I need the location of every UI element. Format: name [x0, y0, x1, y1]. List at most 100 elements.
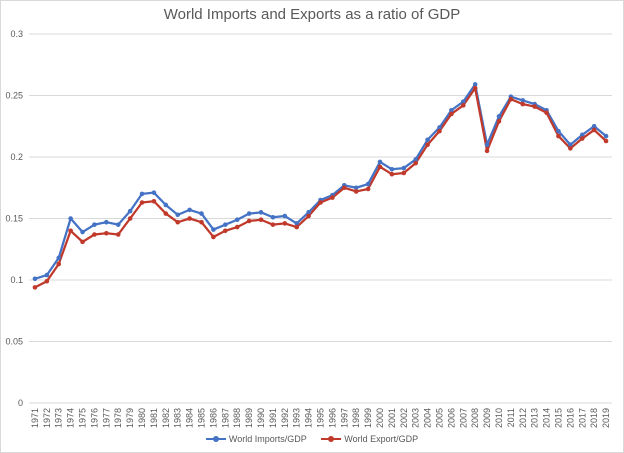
exports-point: [365, 186, 371, 192]
series-lines: [34, 83, 607, 289]
exports-line: [34, 86, 607, 289]
exports-point: [175, 219, 181, 225]
imports-point: [579, 132, 585, 138]
exports-point: [234, 224, 240, 230]
exports-point: [484, 148, 490, 154]
exports-point: [532, 104, 537, 109]
x-tick-label: 1984: [185, 408, 195, 428]
imports-point: [32, 276, 38, 282]
x-tick-label: 2015: [553, 408, 563, 428]
exports-point: [496, 119, 502, 124]
x-tick-label: 1980: [137, 408, 147, 428]
imports-point: [104, 219, 109, 225]
legend-label-exports: World Export/GDP: [344, 434, 419, 444]
exports-point: [139, 200, 145, 205]
legend-item-imports: World Imports/GDP: [205, 434, 307, 444]
x-tick-label: 1995: [316, 408, 326, 428]
x-tick-label: 1990: [256, 408, 266, 428]
exports-point: [270, 222, 276, 227]
imports-point: [603, 133, 609, 139]
x-tick-label: 2003: [411, 408, 421, 428]
imports-point: [437, 125, 442, 130]
imports-point: [425, 137, 430, 143]
x-tick-label: 2002: [399, 408, 409, 428]
x-tick-label: 2000: [375, 408, 385, 428]
x-tick-label: 2013: [530, 408, 540, 428]
x-tick-label: 2016: [565, 408, 575, 428]
x-tick-label: 1979: [125, 408, 135, 428]
x-tick-label: 2006: [446, 408, 456, 428]
exports-point: [568, 146, 573, 151]
imports-point: [556, 128, 561, 134]
x-tick-label: 2018: [589, 408, 599, 428]
imports-point: [413, 157, 418, 162]
x-tick-label: 1974: [66, 408, 76, 428]
exports-point: [377, 164, 383, 170]
x-tick-label: 1986: [208, 408, 218, 428]
y-tick-label: 0.1: [10, 275, 23, 285]
x-tick-label: 2004: [423, 408, 433, 428]
imports-point: [80, 229, 85, 235]
exports-point: [330, 195, 335, 200]
x-tick-label: 1996: [327, 408, 337, 428]
exports-point: [258, 217, 264, 223]
imports-point: [44, 272, 50, 278]
exports-point: [32, 285, 38, 290]
y-tick-label: 0.25: [5, 91, 23, 101]
x-tick-label: 1989: [244, 408, 254, 428]
x-tick-label: 2001: [387, 408, 397, 428]
imports-point: [496, 114, 502, 119]
x-tick-label: 1987: [220, 408, 230, 428]
imports-point: [258, 210, 264, 215]
imports-point: [472, 82, 478, 87]
imports-point: [484, 142, 490, 147]
imports-point: [211, 227, 216, 232]
imports-point: [199, 211, 204, 216]
exports-point: [223, 228, 228, 234]
imports-point: [246, 211, 252, 216]
x-tick-label: 1981: [149, 408, 159, 428]
imports-point: [270, 214, 276, 220]
exports-point: [163, 211, 169, 216]
exports-point: [401, 170, 407, 176]
exports-point: [44, 278, 50, 284]
exports-point: [80, 239, 85, 245]
y-axis-ticks: 0 0.05 0.1 0.15 0.2 0.25 0.3: [5, 29, 23, 408]
imports-point: [223, 222, 228, 227]
exports-point: [449, 111, 454, 117]
x-tick-label: 1991: [268, 408, 278, 428]
exports-point: [199, 219, 204, 225]
x-tick-label: 2005: [434, 408, 444, 428]
x-tick-label: 2008: [470, 408, 480, 428]
imports-point: [365, 181, 371, 187]
imports-point: [568, 142, 573, 147]
imports-point: [163, 202, 169, 208]
exports-point: [127, 216, 133, 221]
x-tick-label: 2009: [482, 408, 492, 428]
legend: World Imports/GDP World Export/GDP: [0, 432, 624, 444]
exports-point: [508, 96, 514, 102]
exports-point: [282, 221, 288, 226]
imports-point: [306, 210, 311, 215]
exports-point: [389, 171, 395, 177]
legend-label-imports: World Imports/GDP: [228, 434, 307, 444]
y-tick-label: 0.3: [10, 29, 23, 39]
x-tick-label: 2010: [494, 408, 504, 428]
legend-swatch-imports: [205, 436, 226, 442]
imports-point: [389, 167, 395, 172]
exports-point: [544, 110, 549, 116]
x-tick-label: 2012: [518, 408, 528, 428]
exports-point: [460, 103, 466, 108]
exports-point: [187, 216, 192, 221]
imports-point: [401, 165, 407, 171]
exports-point: [520, 101, 526, 107]
exports-point: [579, 136, 585, 141]
series-points: [32, 82, 609, 290]
exports-point: [151, 198, 157, 204]
exports-point: [425, 142, 430, 147]
x-tick-label: 1977: [101, 408, 111, 428]
x-tick-label: 1999: [363, 408, 373, 428]
y-tick-label: 0.2: [10, 152, 23, 162]
exports-point: [437, 128, 442, 134]
